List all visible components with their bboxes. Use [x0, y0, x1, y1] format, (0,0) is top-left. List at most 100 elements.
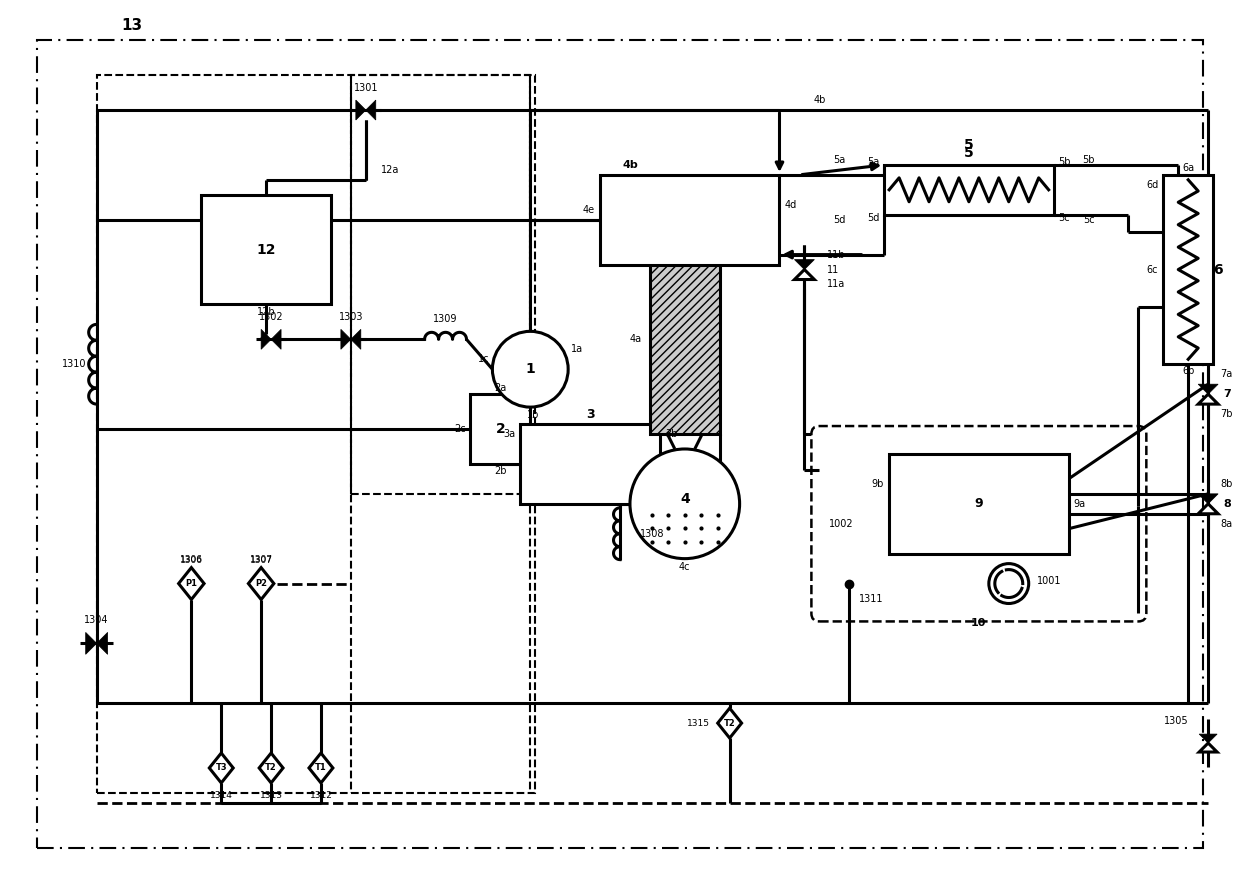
Polygon shape [1199, 743, 1218, 752]
Text: 1307: 1307 [249, 555, 273, 564]
Polygon shape [1198, 494, 1218, 504]
Polygon shape [1198, 504, 1218, 514]
Text: 7b: 7b [1220, 409, 1233, 419]
Polygon shape [1199, 734, 1218, 743]
Text: 1303: 1303 [339, 312, 363, 323]
Text: 1: 1 [526, 362, 536, 377]
Text: 1315: 1315 [687, 719, 709, 728]
Text: 1a: 1a [572, 344, 583, 354]
Polygon shape [366, 100, 376, 120]
Circle shape [492, 332, 568, 408]
Polygon shape [341, 330, 351, 349]
Circle shape [630, 449, 739, 559]
Text: 1304: 1304 [84, 615, 109, 626]
Text: 8a: 8a [1220, 519, 1233, 529]
Text: 7: 7 [1223, 389, 1231, 400]
Text: 4d: 4d [785, 200, 797, 210]
Polygon shape [86, 632, 97, 654]
Bar [351, 75, 531, 494]
Text: 1b: 1b [527, 410, 539, 420]
Text: 5b: 5b [1059, 156, 1071, 167]
Text: 9b: 9b [872, 479, 884, 489]
Text: 2: 2 [496, 422, 505, 436]
Polygon shape [718, 708, 742, 738]
Polygon shape [179, 568, 205, 599]
Text: 2a: 2a [495, 383, 506, 393]
Text: 5c: 5c [1083, 215, 1095, 225]
Polygon shape [351, 330, 361, 349]
Text: 3a: 3a [503, 429, 516, 439]
Text: 5a: 5a [867, 156, 879, 167]
Text: 11b: 11b [827, 249, 846, 260]
Text: 4b: 4b [622, 160, 637, 170]
Text: 5: 5 [963, 138, 973, 152]
Text: 1307: 1307 [249, 556, 273, 565]
Text: T3: T3 [216, 764, 227, 773]
Text: 4b: 4b [813, 95, 826, 105]
Polygon shape [262, 330, 272, 349]
Text: 11: 11 [827, 264, 839, 275]
Text: 1313: 1313 [259, 791, 283, 800]
Text: 1001: 1001 [1037, 575, 1061, 585]
Text: 1314: 1314 [210, 791, 233, 800]
Polygon shape [259, 753, 283, 783]
Text: 1305: 1305 [1163, 716, 1188, 726]
Bar [600, 175, 780, 264]
Text: 12: 12 [257, 242, 275, 256]
Text: 1306: 1306 [180, 556, 203, 565]
Polygon shape [309, 753, 332, 783]
Text: 12a: 12a [381, 164, 399, 175]
Text: 9a: 9a [1074, 499, 1086, 509]
Polygon shape [272, 330, 281, 349]
Bar [1163, 175, 1213, 364]
Text: 3b: 3b [665, 429, 677, 439]
Text: 3: 3 [585, 408, 594, 421]
Text: 5d: 5d [833, 215, 846, 225]
Text: 1312: 1312 [310, 791, 332, 800]
Text: 6a: 6a [1182, 163, 1194, 173]
Text: 1308: 1308 [640, 529, 665, 538]
Text: 1306: 1306 [180, 555, 203, 564]
Bar [521, 424, 660, 504]
Text: 2b: 2b [494, 466, 507, 476]
Bar [884, 165, 1054, 215]
Bar [470, 394, 531, 464]
Bar [97, 75, 536, 793]
Text: P1: P1 [185, 579, 197, 588]
Text: 5b: 5b [1083, 155, 1095, 165]
Polygon shape [1198, 385, 1218, 394]
Text: 6c: 6c [1147, 264, 1158, 275]
Text: 6b: 6b [1182, 366, 1194, 377]
Text: 13: 13 [122, 18, 143, 33]
Text: 1301: 1301 [353, 83, 378, 93]
FancyBboxPatch shape [811, 426, 1146, 621]
Text: 1c: 1c [477, 354, 490, 364]
Text: 9: 9 [975, 498, 983, 510]
Text: 12b: 12b [257, 308, 275, 317]
Text: 1302: 1302 [259, 312, 284, 323]
Text: 10: 10 [971, 619, 987, 629]
Text: 2c: 2c [454, 424, 465, 434]
Circle shape [988, 564, 1029, 604]
Text: 4e: 4e [583, 205, 595, 215]
Polygon shape [795, 270, 815, 279]
Text: T2: T2 [265, 764, 277, 773]
Text: T1: T1 [315, 764, 327, 773]
Text: 8b: 8b [1220, 479, 1233, 489]
Polygon shape [210, 753, 233, 783]
Text: 7a: 7a [1220, 370, 1233, 379]
Text: 4c: 4c [680, 561, 691, 572]
Text: 1309: 1309 [433, 315, 458, 324]
Bar [650, 245, 719, 434]
Text: 8: 8 [1223, 499, 1231, 509]
Text: 11a: 11a [827, 279, 846, 289]
Text: 5a: 5a [833, 155, 846, 165]
Text: P2: P2 [255, 579, 267, 588]
Text: 1311: 1311 [859, 593, 884, 604]
Bar [201, 194, 331, 304]
Text: 1310: 1310 [62, 359, 87, 370]
Bar [889, 454, 1069, 553]
Text: 5c: 5c [1059, 213, 1070, 223]
Text: 5: 5 [963, 146, 973, 160]
Text: T2: T2 [724, 719, 735, 728]
